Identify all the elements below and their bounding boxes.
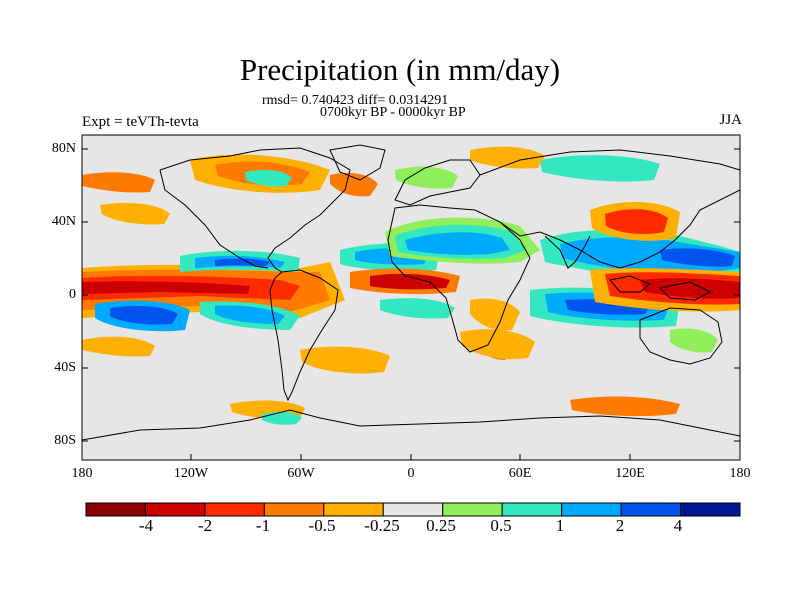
colorbar-label: -0.5	[308, 516, 336, 535]
lon-label-0: 0	[407, 466, 415, 481]
north-pacific-dry	[82, 172, 155, 193]
pacific-equatorial-dry-core	[82, 281, 250, 294]
coastlines	[82, 144, 740, 441]
colorbar-label: -4	[138, 516, 154, 535]
lon-label-180e: 180	[729, 466, 751, 481]
colorbar	[85, 502, 741, 517]
lon-label-180w: 180	[71, 466, 93, 481]
colorbar-swatch	[323, 502, 384, 517]
east-africa-dry	[470, 298, 520, 331]
lat-label-80s: 80S	[54, 433, 76, 448]
colorbar-label: 0.25	[426, 516, 456, 535]
colorbar-swatch	[620, 502, 682, 517]
siberia-wet	[540, 155, 660, 182]
season-label: JJA	[719, 112, 742, 128]
greenland-coast	[329, 144, 386, 181]
lat-label-80n: 80N	[51, 141, 76, 156]
experiment-label: Expt = teVTh-tevta	[82, 114, 199, 130]
map-title: Precipitation (in mm/day)	[239, 52, 561, 87]
south-atlantic-wet	[380, 298, 455, 319]
west-pacific-wet-deep	[660, 248, 735, 267]
colorbar-swatch	[501, 502, 563, 517]
africa-coast	[387, 204, 531, 353]
europe-wet	[395, 166, 458, 189]
colorbar-swatch	[85, 502, 146, 517]
lon-label-120w: 120W	[173, 466, 209, 481]
colorbar-swatch	[442, 502, 503, 517]
lat-label-eq: 0	[69, 287, 76, 302]
india-coast	[544, 235, 591, 269]
colorbar-swatch	[680, 502, 741, 517]
colorbar-label: -1	[255, 516, 271, 535]
australia-wet	[670, 328, 718, 353]
maritime-continent-coast	[609, 275, 712, 301]
southern-ocean-dry	[570, 396, 680, 417]
tick-marks	[82, 148, 740, 460]
colorbar-label: -2	[197, 516, 213, 535]
colorbar-label: -0.25	[364, 516, 400, 535]
australia-coast	[639, 307, 723, 365]
asia-coast	[479, 149, 740, 269]
central-pacific-wet-deep	[215, 258, 270, 266]
colorbar-label: 4	[673, 516, 683, 535]
map-field	[82, 135, 740, 460]
southeast-pacific-dry	[82, 336, 155, 357]
lat-label-40s: 40S	[54, 360, 76, 375]
east-asia-dry-core	[605, 209, 668, 234]
lon-label-60e: 60E	[508, 466, 532, 481]
west-africa-dry-core	[370, 273, 450, 290]
north-atlantic-dry	[330, 172, 378, 197]
colorbar-swatch	[144, 502, 206, 517]
west-north-america-coast	[159, 169, 269, 269]
colorbar-swatch	[204, 502, 265, 517]
south-pacific-wet-core	[110, 306, 178, 325]
south-pacific-dry	[300, 346, 390, 374]
colorbar-swatch	[263, 502, 325, 517]
southern-ocean-wet	[262, 411, 302, 425]
colorbar-label: 2	[615, 516, 625, 535]
lon-label-120e: 120E	[615, 466, 645, 481]
southeast-pacific-wet-core	[215, 305, 285, 324]
north-africa-wet-core	[405, 232, 510, 255]
lon-label-60w: 60W	[287, 466, 315, 481]
south-indian-dry	[460, 329, 535, 360]
siberia-dry	[470, 146, 545, 169]
south-america-coast	[269, 269, 339, 402]
north-america-coast	[159, 147, 351, 273]
antarctica-coast	[82, 409, 740, 441]
colorbar-label: 1	[555, 516, 565, 535]
arctic-wet	[245, 170, 292, 187]
colorbar-label: 0.5	[490, 516, 512, 535]
lat-label-40n: 40N	[51, 214, 76, 229]
period-label: 0700kyr BP - 0000kyr BP	[320, 105, 466, 120]
colorbar-swatch	[561, 502, 622, 517]
colorbar-swatch	[382, 502, 444, 517]
rmsd-diff-stats: rmsd= 0.740423 diff= 0.0314291	[262, 93, 449, 108]
northwest-pacific-dry	[100, 202, 170, 225]
